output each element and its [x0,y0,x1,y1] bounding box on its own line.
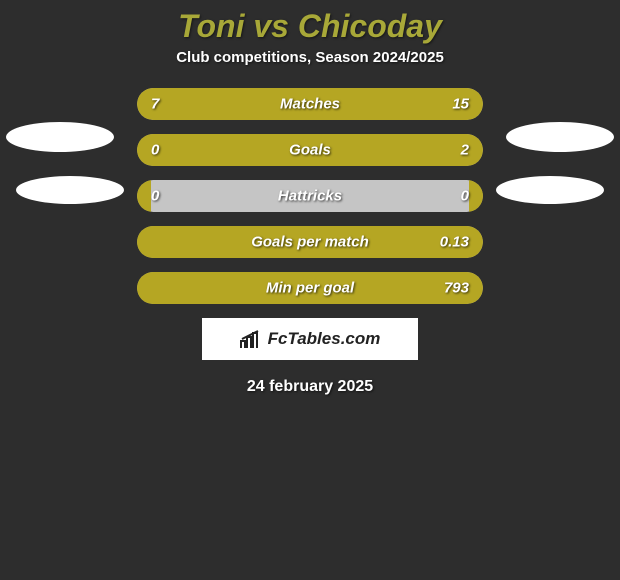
stat-right-value: 2 [461,142,469,159]
stat-left-value: 7 [151,96,159,113]
bar-left-fill [137,134,151,166]
left-avatar-1 [6,122,114,152]
chart-icon [240,329,262,349]
bar-left-fill [137,180,151,212]
stats-container: Matches 7 15 Goals 0 2 Hattricks 0 0 Goals per ma… [137,88,483,304]
bar-right-fill [469,180,483,212]
logo-badge: FcTables.com [202,318,418,360]
date-label: 24 february 2025 [0,378,620,396]
stat-right-value: 0 [461,188,469,205]
logo-text: FcTables.com [268,329,381,349]
subtitle: Club competitions, Season 2024/2025 [0,49,620,66]
stat-label: Min per goal [266,280,354,297]
right-avatar-2 [496,176,604,204]
bar-right-fill [241,88,483,120]
stat-row-1: Goals 0 2 [137,134,483,166]
right-avatar-1 [506,122,614,152]
stat-row-4: Min per goal 793 [137,272,483,304]
stat-right-value: 15 [452,96,469,113]
stat-left-value: 0 [151,142,159,159]
stat-label: Goals per match [251,234,369,251]
page-title: Toni vs Chicoday [0,0,620,49]
stat-label: Matches [280,96,340,113]
stat-label: Goals [289,142,331,159]
stat-label: Hattricks [278,188,342,205]
stat-right-value: 793 [444,280,469,297]
stat-right-value: 0.13 [440,234,469,251]
stat-row-2: Hattricks 0 0 [137,180,483,212]
left-avatar-2 [16,176,124,204]
stat-row-3: Goals per match 0.13 [137,226,483,258]
stat-left-value: 0 [151,188,159,205]
stat-row-0: Matches 7 15 [137,88,483,120]
